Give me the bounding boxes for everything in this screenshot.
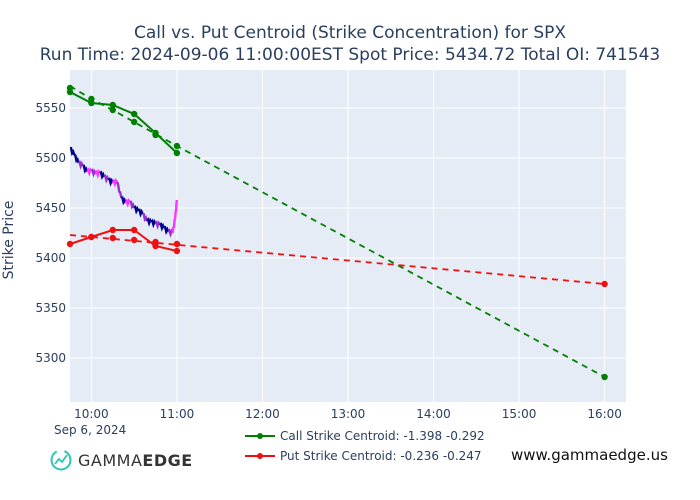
y-axis-ticks: 5300 5350 5400 5450 5500 5550 — [35, 101, 66, 365]
price-series — [69, 146, 179, 238]
put-centroid-point — [152, 238, 159, 246]
put-centroid-point — [130, 226, 138, 234]
put-centroid-point — [601, 280, 608, 288]
date-label: Sep 6, 2024 — [54, 423, 126, 437]
price-segment — [171, 217, 177, 234]
price-segment — [163, 225, 170, 236]
call-centroid-point — [66, 88, 74, 96]
price-segment — [77, 160, 84, 170]
brand-name-bold: EDGE — [142, 451, 192, 470]
price-segment — [107, 177, 114, 187]
put-centroid-point — [173, 240, 181, 248]
y-tick-label: 5550 — [35, 101, 66, 115]
series-markers — [66, 84, 608, 381]
x-tick-label: 11:00 — [160, 407, 195, 421]
price-segment — [124, 198, 131, 208]
call-centroid-point — [173, 149, 181, 157]
chart-subtitle: Run Time: 2024-09-06 11:00:00EST Spot Pr… — [40, 45, 661, 65]
price-segment — [94, 169, 101, 179]
grid — [70, 70, 626, 402]
x-tick-label: 13:00 — [331, 407, 366, 421]
call-centroid-point — [88, 99, 95, 107]
series-lines — [69, 91, 178, 252]
x-tick-label: 10:00 — [74, 407, 109, 421]
legend-item-put[interactable]: Put Strike Centroid: -0.236 -0.247 — [245, 449, 482, 463]
brand-logo: GAMMAEDGE — [50, 449, 193, 471]
put-centroid-point — [66, 240, 74, 248]
price-segment — [82, 164, 89, 174]
call-centroid-line — [69, 91, 178, 154]
y-tick-label: 5450 — [35, 201, 66, 215]
gammaedge-logo-icon — [50, 449, 72, 471]
put-centroid-point — [88, 233, 95, 241]
price-segment — [111, 178, 118, 188]
put-centroid-point — [109, 234, 116, 242]
legend-label-put: Put Strike Centroid: -0.236 -0.247 — [280, 449, 482, 463]
put-centroid-point — [130, 236, 138, 244]
y-tick-label: 5500 — [35, 151, 66, 165]
x-tick-label: 14:00 — [416, 407, 451, 421]
call-centroid-point — [601, 373, 608, 381]
put-centroid-line — [69, 229, 178, 252]
price-segment — [133, 205, 140, 215]
price-segment — [174, 199, 179, 219]
brand-name: GAMMAEDGE — [78, 451, 193, 470]
call-centroid-point — [173, 142, 181, 150]
price-segment — [120, 196, 127, 206]
price-segment — [73, 153, 80, 164]
legend-label-call: Call Strike Centroid: -1.398 -0.292 — [280, 429, 485, 443]
price-segment — [146, 217, 153, 227]
put-centroid-point — [173, 247, 181, 255]
price-segment — [150, 218, 157, 229]
put-centroid-point — [109, 226, 116, 234]
price-segment — [115, 181, 123, 199]
x-tick-label: 12:00 — [245, 407, 280, 421]
put-fit-line — [69, 234, 605, 285]
price-segment — [137, 208, 144, 218]
x-tick-label: 15:00 — [502, 407, 537, 421]
price-segment — [69, 146, 76, 156]
y-axis-title: Strike Price — [1, 201, 17, 280]
website-link[interactable]: www.gammaedge.us — [511, 446, 668, 464]
price-segment — [159, 222, 166, 232]
legend: Call Strike Centroid: -1.398 -0.292 Put … — [245, 429, 485, 463]
price-segment — [103, 174, 110, 184]
y-tick-label: 5300 — [35, 351, 66, 365]
price-segment — [99, 170, 106, 181]
x-tick-label: 16:00 — [587, 407, 622, 421]
price-segment — [154, 220, 161, 230]
y-tick-label: 5350 — [35, 301, 66, 315]
chart-title: Call vs. Put Centroid (Strike Concentrat… — [134, 23, 566, 43]
call-centroid-point — [152, 129, 159, 137]
call-centroid-point — [130, 110, 138, 118]
call-centroid-point — [109, 106, 116, 114]
call-centroid-point — [130, 118, 138, 126]
price-segment — [90, 168, 97, 178]
brand-name-light: GAMMA — [78, 451, 142, 470]
x-axis-ticks: 10:00 11:00 12:00 13:00 14:00 15:00 16:00 — [74, 407, 622, 421]
y-tick-label: 5400 — [35, 251, 66, 265]
legend-item-call[interactable]: Call Strike Centroid: -1.398 -0.292 — [245, 429, 485, 443]
price-segment — [142, 212, 149, 222]
call-centroid-point — [109, 101, 116, 109]
price-segment — [129, 200, 136, 210]
